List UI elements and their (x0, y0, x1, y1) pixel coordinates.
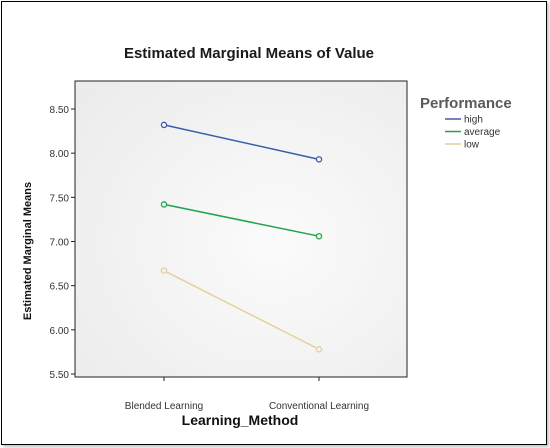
series-line-high (163, 124, 320, 161)
series-high (160, 121, 323, 163)
series-layer (160, 121, 323, 353)
x-axis: Blended Learning Conventional Learning (125, 377, 369, 412)
y-axis: 8.50 8.00 7.50 7.00 6.50 6.00 5.50 (50, 105, 75, 381)
legend-label-high: high (464, 115, 483, 126)
legend-label-average: average (464, 127, 501, 138)
chart-title: Estimated Marginal Means of Value (124, 45, 374, 62)
series-average (160, 201, 323, 240)
data-point-average (160, 201, 168, 208)
series-line-average (163, 203, 320, 237)
data-point-high (160, 121, 168, 129)
data-point-average (315, 232, 323, 240)
y-tick-label: 8.50 (50, 105, 70, 116)
x-tick-label: Blended Learning (125, 401, 203, 412)
x-tick-label: Conventional Learning (269, 401, 369, 412)
y-tick-label: 6.00 (50, 326, 70, 337)
y-tick-label: 7.50 (50, 193, 70, 204)
series-line-low (163, 269, 320, 350)
x-axis-label: Learning_Method (182, 412, 299, 428)
legend-label-low: low (464, 140, 480, 151)
y-tick-label: 8.00 (50, 149, 70, 160)
data-point-low (315, 346, 323, 353)
data-point-low (160, 267, 168, 274)
series-low (160, 267, 323, 353)
y-tick-label: 7.00 (50, 238, 70, 249)
plot-area (74, 80, 408, 378)
legend-title: Performance (420, 95, 512, 112)
y-axis-label: Estimated Marginal Means (22, 182, 34, 320)
y-tick-label: 6.50 (50, 282, 70, 293)
y-tick-label: 5.50 (50, 370, 70, 381)
data-point-high (315, 156, 323, 163)
